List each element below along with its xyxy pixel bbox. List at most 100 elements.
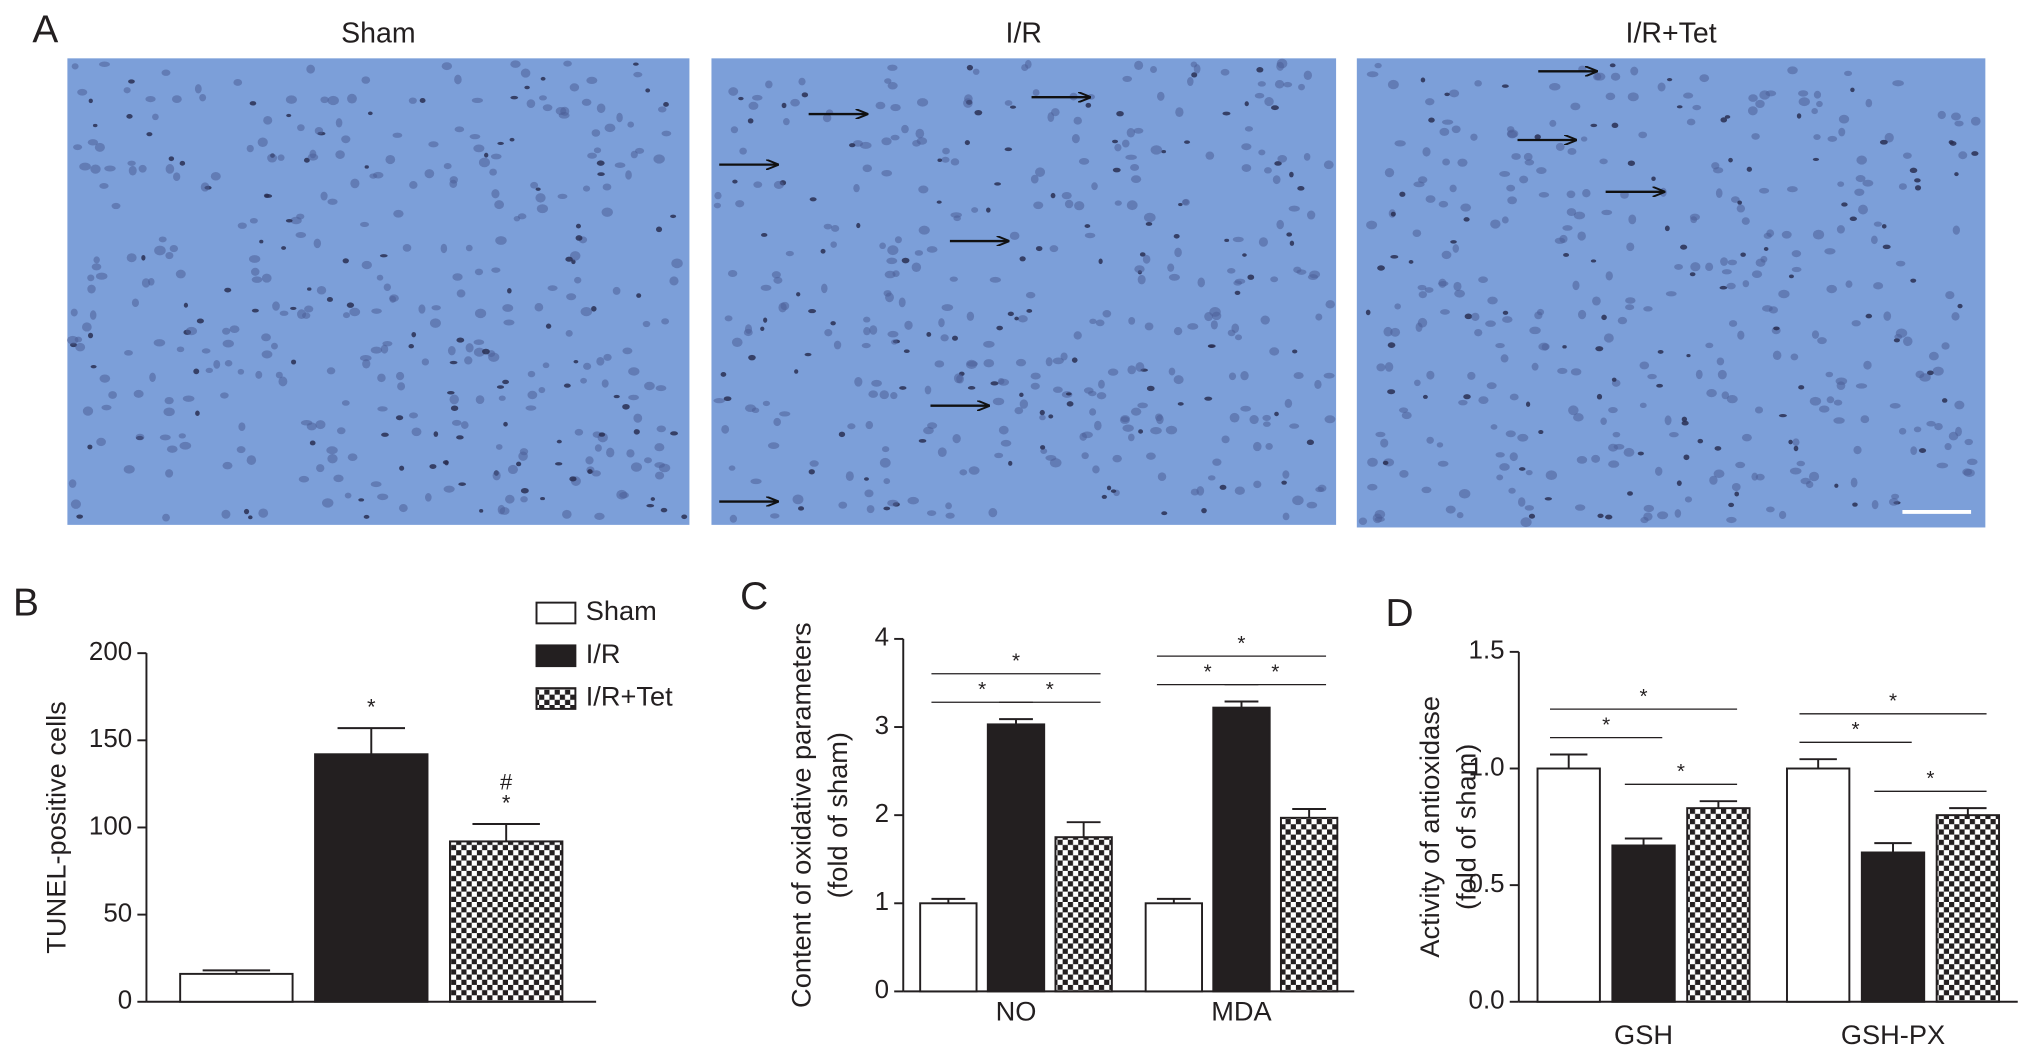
cell-nucleus xyxy=(1538,429,1544,435)
cell-nucleus xyxy=(1576,455,1588,464)
cell-nucleus xyxy=(1683,454,1690,461)
cell-nucleus xyxy=(967,386,976,390)
cell-nucleus xyxy=(243,508,250,515)
error-bar xyxy=(337,727,406,755)
cell-nucleus xyxy=(1247,274,1255,280)
error-bar xyxy=(1799,758,1837,769)
cell-nucleus xyxy=(360,221,370,228)
cell-nucleus xyxy=(1121,139,1130,148)
cell-nucleus xyxy=(644,381,655,391)
cell-nucleus xyxy=(596,356,605,366)
cell-nucleus xyxy=(1811,330,1820,339)
cell-nucleus xyxy=(1509,393,1519,401)
cell-nucleus xyxy=(1608,460,1620,468)
cell-nucleus xyxy=(1507,196,1517,205)
cell-nucleus xyxy=(1845,280,1853,288)
cell-nucleus xyxy=(502,304,514,312)
cell-nucleus xyxy=(952,434,961,444)
cell-nucleus xyxy=(1742,280,1750,288)
cell-nucleus xyxy=(68,479,77,488)
cell-nucleus xyxy=(1892,80,1904,87)
cell-nucleus xyxy=(937,447,947,457)
cell-nucleus xyxy=(341,400,350,406)
cell-nucleus xyxy=(1249,415,1259,425)
bar xyxy=(1144,902,1204,993)
cell-nucleus xyxy=(201,348,211,354)
cell-nucleus xyxy=(479,508,484,513)
cell-nucleus xyxy=(1517,497,1526,507)
cell-nucleus xyxy=(1601,314,1607,321)
cell-nucleus xyxy=(196,318,204,324)
cell-nucleus xyxy=(557,193,568,200)
cell-nucleus xyxy=(496,385,505,389)
cell-nucleus xyxy=(1039,409,1045,416)
cell-nucleus xyxy=(1390,327,1401,337)
cell-nucleus xyxy=(1143,212,1156,223)
cell-nucleus xyxy=(1374,516,1385,522)
cell-nucleus xyxy=(634,147,645,154)
cell-nucleus xyxy=(443,162,452,170)
cell-nucleus xyxy=(1130,164,1140,171)
cell-nucleus xyxy=(1813,134,1821,140)
cell-nucleus xyxy=(830,321,836,326)
cell-nucleus xyxy=(1030,382,1040,390)
cell-nucleus xyxy=(1505,430,1516,438)
cell-nucleus xyxy=(183,302,189,308)
bar xyxy=(1212,706,1271,993)
cell-nucleus xyxy=(1204,396,1213,401)
cell-nucleus xyxy=(1078,157,1090,165)
cell-nucleus xyxy=(583,362,592,370)
cell-nucleus xyxy=(628,367,640,376)
cell-nucleus xyxy=(636,293,642,298)
cell-nucleus xyxy=(1791,250,1802,258)
cell-nucleus xyxy=(1592,296,1601,306)
cell-nucleus xyxy=(1865,98,1873,108)
cell-nucleus xyxy=(1282,470,1290,479)
cell-nucleus xyxy=(1438,281,1449,287)
cell-nucleus xyxy=(173,172,181,181)
cell-nucleus xyxy=(1471,312,1480,321)
cell-nucleus xyxy=(890,134,900,141)
cell-nucleus xyxy=(1557,367,1568,375)
cell-nucleus xyxy=(304,305,314,313)
cell-nucleus xyxy=(1889,403,1901,409)
cell-nucleus xyxy=(1617,316,1628,325)
cell-nucleus xyxy=(431,305,441,311)
cell-nucleus xyxy=(1142,254,1151,264)
cell-nucleus xyxy=(503,421,508,427)
cell-nucleus xyxy=(1420,77,1426,83)
cell-nucleus xyxy=(141,254,146,261)
cell-nucleus xyxy=(398,504,408,513)
cell-nucleus xyxy=(1286,232,1293,237)
cell-nucleus xyxy=(951,335,958,341)
cell-nucleus xyxy=(1747,106,1758,116)
cell-nucleus xyxy=(1772,350,1782,361)
cell-nucleus xyxy=(964,140,970,146)
bar xyxy=(1786,767,1851,1003)
cell-nucleus xyxy=(1211,311,1222,321)
cell-nucleus xyxy=(286,113,292,118)
cell-nucleus xyxy=(1851,320,1861,327)
cell-nucleus xyxy=(1903,152,1912,159)
cell-nucleus xyxy=(171,95,182,104)
cell-nucleus xyxy=(1949,141,1957,146)
cell-nucleus xyxy=(1529,326,1541,335)
cell-nucleus xyxy=(135,433,145,441)
cell-nucleus xyxy=(178,433,186,439)
cell-nucleus xyxy=(1590,123,1598,128)
cell-nucleus xyxy=(1382,460,1389,465)
cell-nucleus xyxy=(797,506,805,511)
cell-nucleus xyxy=(1231,323,1240,334)
cell-nucleus xyxy=(594,444,602,452)
cell-nucleus xyxy=(1040,448,1048,454)
cell-nucleus xyxy=(342,258,349,264)
cell-nucleus xyxy=(509,137,515,142)
cell-nucleus xyxy=(602,183,612,191)
cell-nucleus xyxy=(1116,110,1124,117)
significance-mark: * xyxy=(367,694,376,719)
cell-nucleus xyxy=(1534,134,1541,140)
cell-nucleus xyxy=(1052,357,1064,365)
significance-mark: * xyxy=(1852,718,1860,741)
cell-nucleus xyxy=(1460,203,1472,212)
cell-nucleus xyxy=(536,204,549,214)
